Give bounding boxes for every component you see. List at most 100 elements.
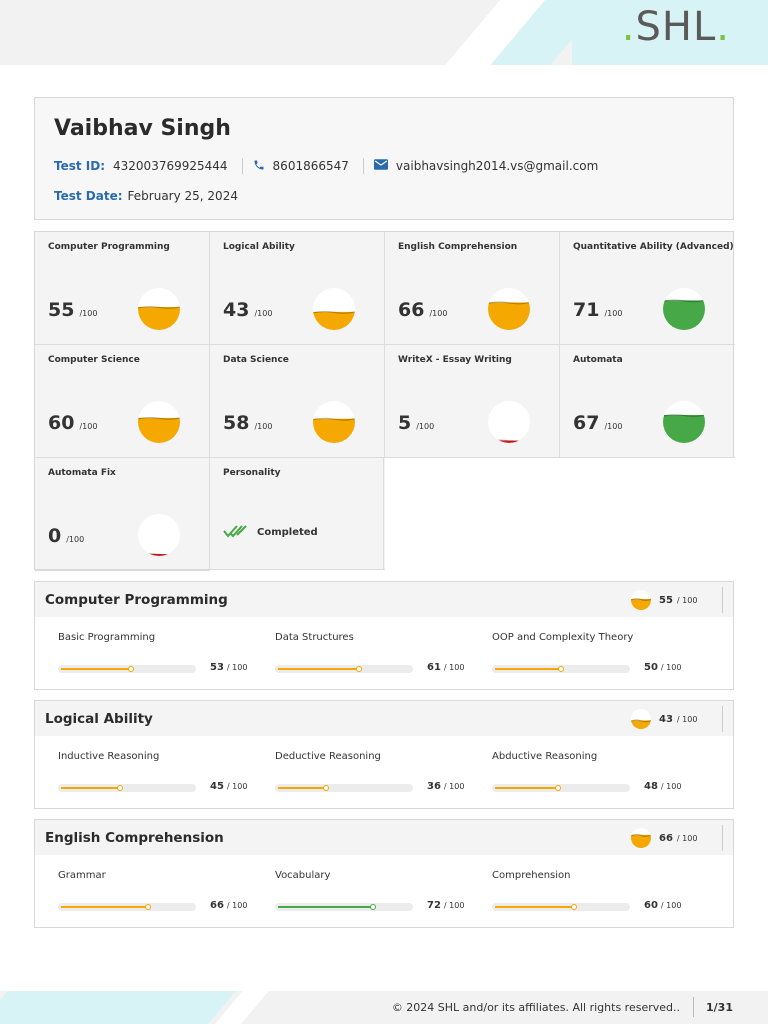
score-card: Data Science 58/100 [210, 345, 385, 458]
email-value[interactable]: vaibhavsingh2014.vs@gmail.com [395, 159, 599, 173]
page-number: 1/31 [706, 1001, 733, 1014]
phone-icon [253, 159, 265, 174]
section-header: English Comprehension 66/ 100 [35, 820, 733, 855]
section-score-max: / 100 [676, 833, 698, 843]
subscore-bar-fill [495, 668, 561, 670]
subscore-number: 36 [427, 781, 441, 792]
test-id-label: Test ID: [54, 159, 106, 173]
subscore-bar [492, 784, 630, 792]
subscore-bar [275, 903, 413, 911]
section-header: Computer Programming 55/ 100 [35, 582, 733, 617]
phone-value: 8601866547 [272, 159, 349, 173]
score-card-title: Computer Programming [48, 242, 170, 252]
score-value: 60 [48, 412, 75, 434]
section-card: Logical Ability 43/ 100 Inductive Reasonin… [34, 700, 734, 809]
candidate-name: Vaibhav Singh [54, 116, 231, 141]
score-card-title: English Comprehension [398, 242, 518, 252]
subscore-max: / 100 [443, 782, 465, 791]
score-max: /100 [429, 309, 448, 318]
subscore-max: / 100 [226, 782, 248, 791]
footer-accent-block [0, 991, 236, 1024]
score-max: /100 [416, 422, 435, 431]
subscore-bar-knob [145, 904, 151, 910]
section-score-number: 43 [659, 713, 673, 725]
section-score-number: 66 [659, 832, 673, 844]
subscore-item: Basic Programming 53/ 100 [58, 632, 258, 673]
score-card: Computer Programming 55/100 [35, 232, 210, 345]
subscore-bar-fill [278, 906, 373, 908]
subscore-bar [492, 665, 630, 673]
subscore-bar [58, 784, 196, 792]
section-score: 55/ 100 [631, 587, 723, 613]
score-max: /100 [254, 422, 273, 431]
score-value: 0 [48, 525, 62, 547]
score-card: English Comprehension 66/100 [385, 232, 560, 345]
subscore-bar-knob [356, 666, 362, 672]
subscore-bar-knob [555, 785, 561, 791]
score-card-title: WriteX - Essay Writing [398, 355, 512, 365]
subscore-number: 50 [644, 662, 658, 673]
subscore-bar [58, 665, 196, 673]
subscore-bar-knob [558, 666, 564, 672]
score-card-value: 43/100 [223, 299, 272, 321]
subscore-name: OOP and Complexity Theory [492, 632, 634, 643]
subscore-max: / 100 [443, 901, 465, 910]
subscore-max: / 100 [660, 901, 682, 910]
section-gauge [631, 828, 659, 848]
subscore-bar-fill [61, 906, 148, 908]
score-value: 67 [573, 412, 600, 434]
candidate-card: Vaibhav Singh Test ID: 432003769925444 8… [34, 97, 734, 220]
subscore-bar [275, 784, 413, 792]
score-card-title: Computer Science [48, 355, 140, 365]
subscore-value: 45/ 100 [210, 781, 247, 792]
score-card-title: Personality [223, 468, 281, 478]
score-max: /100 [66, 535, 85, 544]
test-date-value: February 25, 2024 [127, 189, 238, 203]
test-date-row: Test Date: February 25, 2024 [54, 189, 238, 203]
score-card-value: 71/100 [573, 299, 622, 321]
section-card: Computer Programming 55/ 100 Basic Program… [34, 581, 734, 690]
divider [241, 158, 243, 174]
subscore-value: 61/ 100 [427, 662, 464, 673]
score-card-value: 60/100 [48, 412, 97, 434]
subscore-name: Vocabulary [275, 870, 331, 881]
subscore-bar [492, 903, 630, 911]
score-value: 58 [223, 412, 250, 434]
subscore-value: 60/ 100 [644, 900, 681, 911]
subscore-item: Inductive Reasoning 45/ 100 [58, 751, 258, 792]
score-card-title: Data Science [223, 355, 289, 365]
score-card-personality: Personality Completed [210, 458, 384, 570]
section-header: Logical Ability 43/ 100 [35, 701, 733, 736]
subscore-name: Grammar [58, 870, 106, 881]
subscore-item: Data Structures 61/ 100 [275, 632, 475, 673]
subscore-bar-fill [61, 787, 120, 789]
score-summary-grid: Computer Programming 55/100 Logical Abilit… [34, 231, 735, 571]
subscore-name: Deductive Reasoning [275, 751, 381, 762]
subscore-max: / 100 [226, 901, 248, 910]
score-card-value: 55/100 [48, 299, 97, 321]
subscore-bar [58, 903, 196, 911]
double-check-icon [223, 524, 247, 541]
section-score-max: / 100 [676, 714, 698, 724]
candidate-contact-row: Test ID: 432003769925444 8601866547 vaib… [54, 158, 598, 174]
score-card-value: 5/100 [398, 412, 434, 434]
subscore-number: 72 [427, 900, 441, 911]
subscore-item: Deductive Reasoning 36/ 100 [275, 751, 475, 792]
score-card: Quantitative Ability (Advanced) 71/100 [560, 232, 735, 345]
score-max: /100 [604, 422, 623, 431]
page-footer: © 2024 SHL and/or its affiliates. All ri… [0, 991, 768, 1024]
score-card-value: 67/100 [573, 412, 622, 434]
subscore-number: 48 [644, 781, 658, 792]
subscore-bar-knob [370, 904, 376, 910]
page-header-band: .SHL. [0, 0, 768, 65]
section-title: Computer Programming [45, 592, 228, 608]
subscore-number: 45 [210, 781, 224, 792]
subscore-bar-fill [495, 787, 558, 789]
score-max: /100 [79, 309, 98, 318]
score-card-title: Automata Fix [48, 468, 116, 478]
subscore-value: 66/ 100 [210, 900, 247, 911]
section-gauge [631, 709, 659, 729]
score-card-title: Logical Ability [223, 242, 295, 252]
subscore-item: Vocabulary 72/ 100 [275, 870, 475, 911]
subscore-name: Abductive Reasoning [492, 751, 598, 762]
